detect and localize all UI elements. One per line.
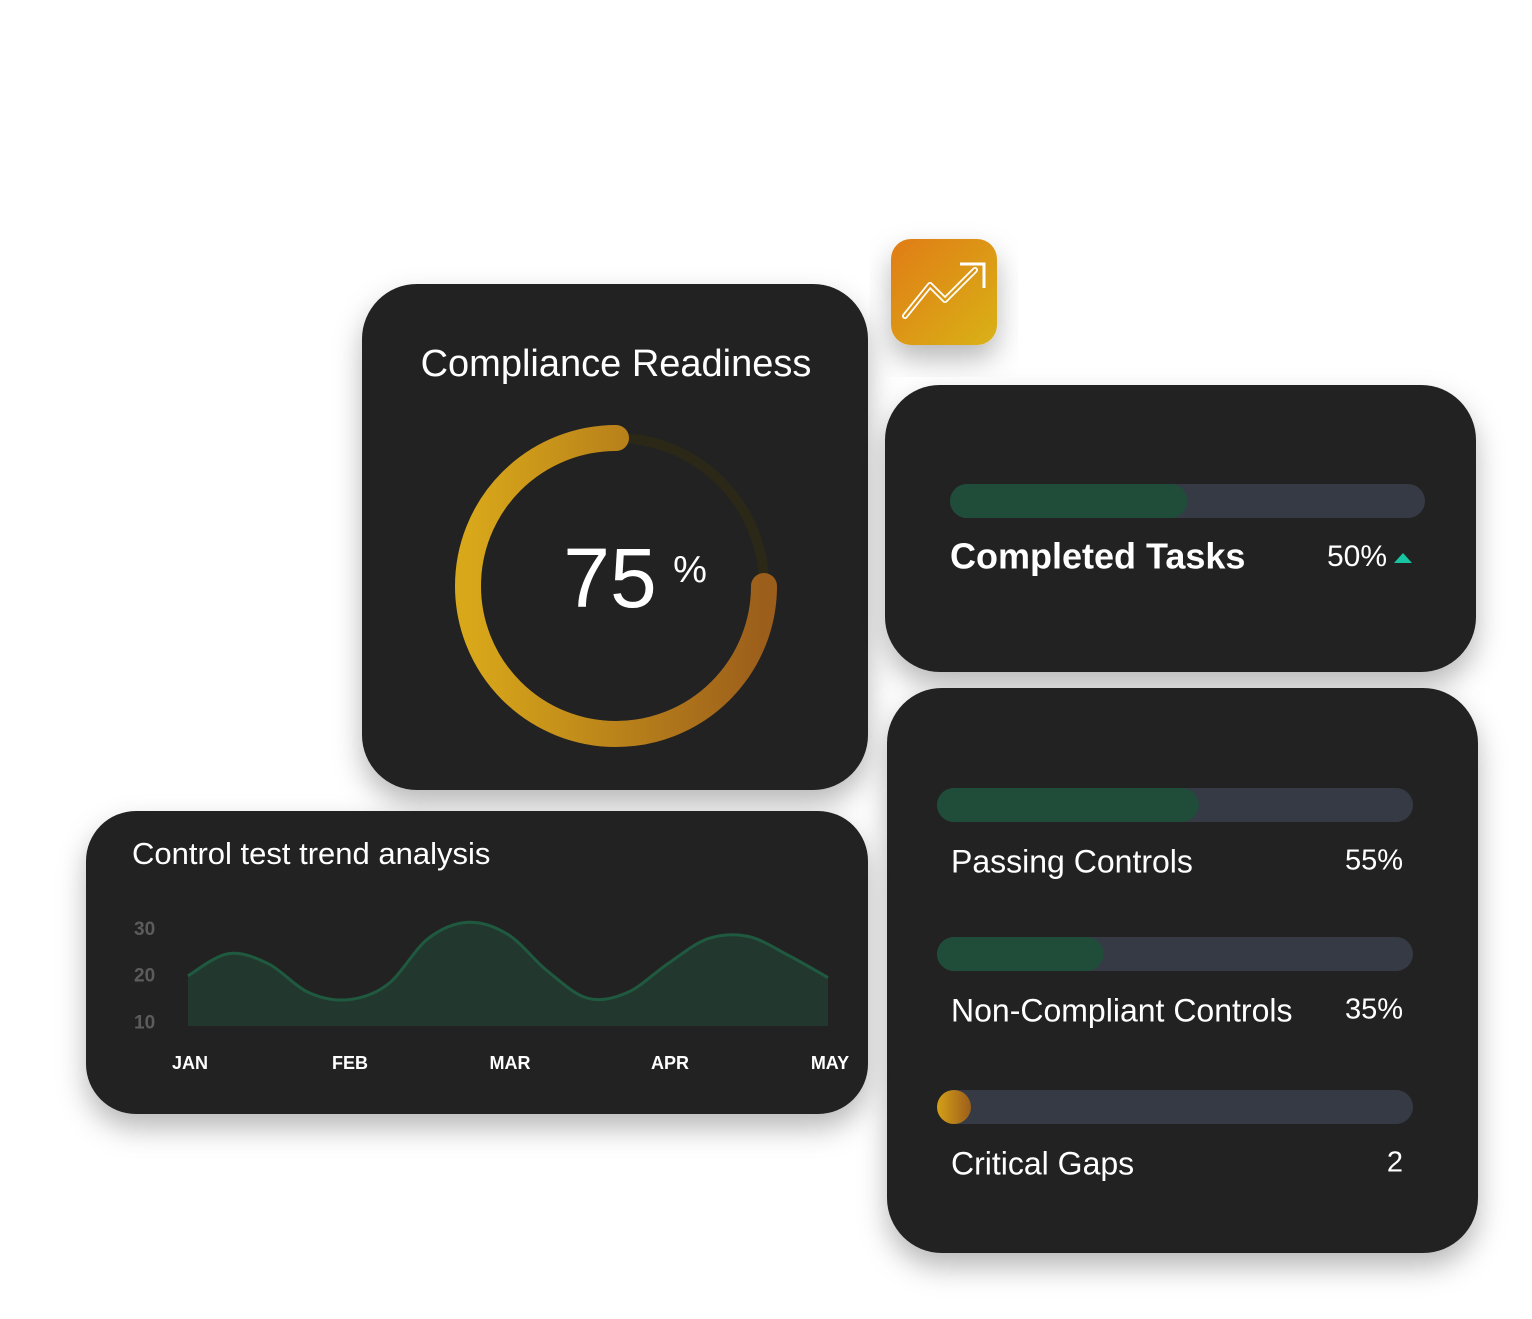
y-tick-label: 10: [134, 1013, 155, 1034]
readiness-unit: %: [673, 549, 707, 591]
bar-fill: [937, 788, 1199, 822]
trend-line: [187, 920, 829, 1002]
donut-arc: [455, 425, 777, 747]
x-tick-label: FEB: [332, 1053, 368, 1073]
readiness-value: 75: [563, 531, 656, 625]
control-label: Passing Controls: [951, 843, 1193, 879]
tasks-card: [885, 385, 1476, 672]
up-indicator: [1394, 553, 1412, 563]
y-tick-label: 20: [134, 966, 155, 987]
control-label: Critical Gaps: [951, 1145, 1134, 1181]
bar-track: [937, 1090, 1413, 1124]
readiness-title: Compliance Readiness: [421, 343, 812, 385]
tasks-label: Completed Tasks: [950, 536, 1245, 577]
x-tick-label: MAR: [490, 1053, 531, 1073]
bar-fill: [950, 484, 1188, 518]
trend-icon: [891, 239, 997, 345]
trend-title: Control test trend analysis: [132, 836, 490, 871]
bar-fill: [937, 937, 1104, 971]
x-tick-label: APR: [651, 1053, 689, 1073]
control-value: 2: [1387, 1147, 1403, 1179]
tasks-value: 50%: [1327, 540, 1387, 573]
y-tick-label: 30: [134, 919, 155, 940]
control-label: Non-Compliant Controls: [951, 992, 1292, 1028]
bar-fill: [937, 1090, 971, 1124]
x-tick-label: JAN: [172, 1053, 208, 1073]
control-value: 55%: [1345, 845, 1403, 877]
x-tick-label: MAY: [811, 1053, 849, 1073]
control-value: 35%: [1345, 994, 1403, 1026]
